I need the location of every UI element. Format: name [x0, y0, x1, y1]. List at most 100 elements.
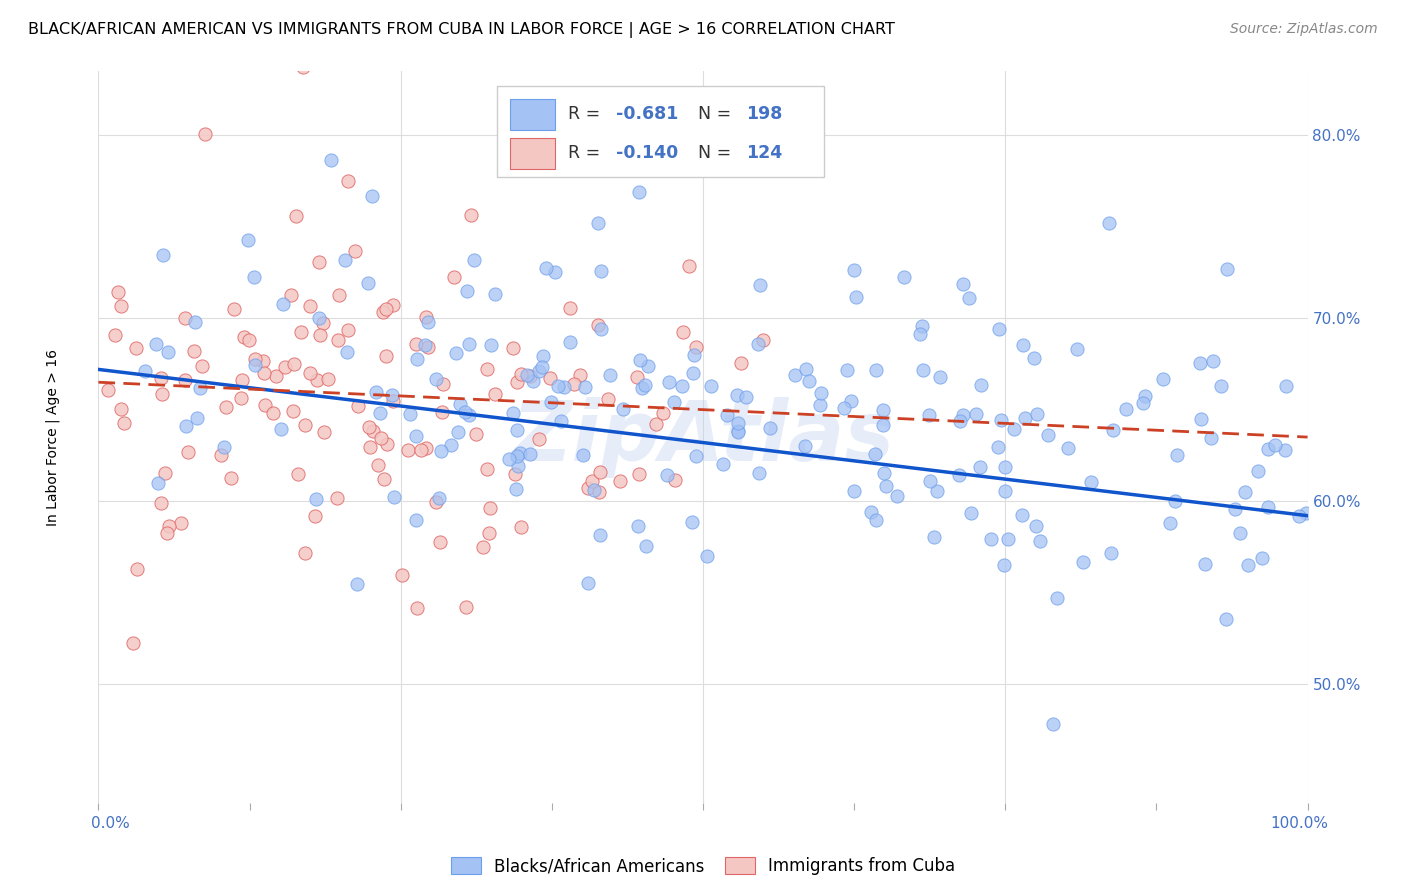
Point	[174, 419, 197, 434]
Point	[671, 378, 693, 392]
Point	[312, 425, 335, 439]
Point	[97, 383, 120, 397]
Point	[1275, 379, 1298, 393]
Point	[1274, 442, 1296, 457]
Point	[186, 410, 208, 425]
Point	[672, 325, 695, 339]
Point	[479, 338, 502, 352]
Point	[685, 340, 707, 354]
Point	[1046, 591, 1069, 605]
Point	[157, 345, 180, 359]
Point	[1201, 431, 1223, 445]
Point	[367, 458, 389, 472]
Point	[1066, 342, 1088, 356]
Point	[576, 576, 599, 591]
Point	[1135, 389, 1157, 403]
Point	[450, 397, 472, 411]
Point	[309, 327, 332, 342]
Point	[238, 334, 260, 348]
Point	[215, 400, 238, 414]
Point	[308, 255, 330, 269]
Point	[696, 549, 718, 563]
Text: R =: R =	[568, 144, 606, 161]
Point	[477, 362, 499, 376]
Point	[531, 359, 554, 374]
Point	[425, 495, 447, 509]
Point	[360, 189, 382, 203]
Point	[959, 506, 981, 520]
Point	[1014, 410, 1036, 425]
Point	[292, 60, 315, 74]
Point	[375, 349, 398, 363]
Point	[264, 368, 287, 383]
Point	[432, 376, 454, 391]
Point	[409, 442, 432, 457]
Point	[316, 372, 339, 386]
Point	[405, 513, 427, 527]
Point	[516, 368, 538, 382]
Text: 0.0%: 0.0%	[91, 816, 131, 831]
Point	[357, 277, 380, 291]
Point	[373, 472, 395, 486]
Point	[522, 374, 544, 388]
Point	[990, 413, 1012, 427]
Point	[333, 253, 356, 268]
Point	[149, 371, 172, 385]
Point	[550, 413, 572, 427]
Point	[307, 373, 329, 387]
Point	[252, 354, 274, 368]
Point	[304, 508, 326, 523]
Point	[336, 344, 359, 359]
Point	[586, 216, 609, 230]
Point	[658, 375, 681, 389]
Point	[599, 368, 621, 382]
Point	[711, 457, 734, 471]
Point	[965, 407, 987, 421]
Point	[444, 345, 467, 359]
Point	[280, 288, 302, 302]
Point	[1215, 261, 1237, 276]
Bar	[509, 138, 555, 169]
Point	[534, 261, 557, 276]
Point	[631, 381, 654, 395]
Point	[509, 367, 531, 381]
Point	[456, 284, 478, 298]
Point	[859, 506, 882, 520]
Text: In Labor Force | Age > 16: In Labor Force | Age > 16	[45, 349, 59, 525]
Point	[574, 379, 596, 393]
Point	[1115, 402, 1137, 417]
Point	[685, 450, 707, 464]
Point	[370, 431, 392, 445]
Point	[319, 153, 342, 168]
Point	[1229, 526, 1251, 541]
Point	[808, 398, 831, 412]
Point	[576, 482, 599, 496]
Point	[560, 335, 582, 350]
Point	[110, 299, 132, 313]
Point	[1257, 442, 1279, 457]
Point	[832, 401, 855, 416]
Point	[538, 371, 561, 385]
Point	[751, 333, 773, 347]
Point	[987, 440, 1010, 454]
Point	[405, 429, 427, 443]
Point	[294, 418, 316, 433]
Text: BLACK/AFRICAN AMERICAN VS IMMIGRANTS FROM CUBA IN LABOR FORCE | AGE > 16 CORRELA: BLACK/AFRICAN AMERICAN VS IMMIGRANTS FRO…	[28, 22, 896, 38]
Point	[1011, 508, 1033, 523]
Point	[336, 323, 359, 337]
Point	[270, 422, 292, 436]
Point	[637, 359, 659, 373]
Point	[243, 270, 266, 285]
Point	[170, 516, 193, 530]
Point	[598, 392, 620, 407]
Point	[581, 474, 603, 488]
Point	[184, 315, 207, 329]
Point	[531, 349, 554, 363]
Point	[336, 174, 359, 188]
Point	[980, 532, 1002, 546]
Point	[628, 353, 651, 368]
Point	[1189, 356, 1212, 370]
Point	[425, 372, 447, 386]
Point	[253, 367, 276, 381]
Point	[231, 373, 253, 387]
